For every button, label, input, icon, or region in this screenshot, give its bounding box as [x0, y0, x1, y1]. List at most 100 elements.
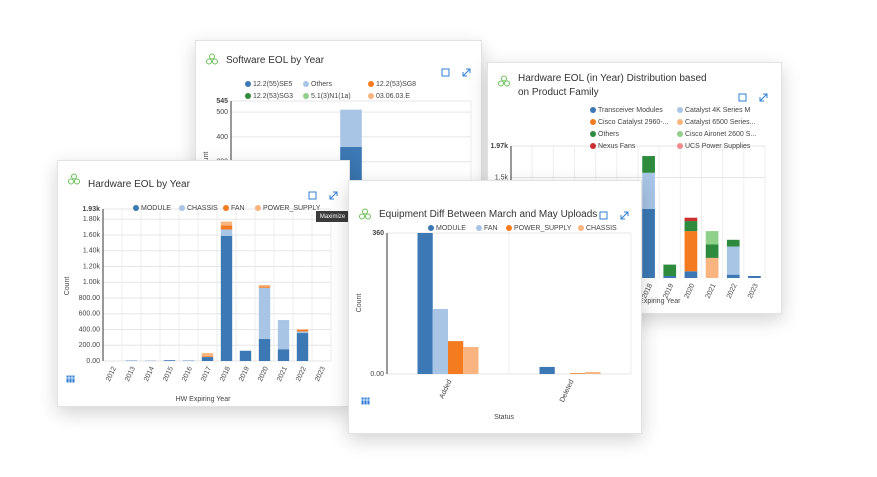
x-tick-label: 2015	[162, 366, 175, 383]
x-tick-label: Deleted	[559, 379, 576, 404]
bar-segment	[684, 271, 698, 278]
legend-swatch	[677, 119, 683, 125]
bar-segment	[239, 350, 252, 361]
legend-swatch	[179, 205, 185, 211]
card-title: Hardware EOL by Year	[88, 179, 190, 190]
bar-segment	[642, 156, 655, 173]
legend-swatch	[677, 107, 683, 113]
card-actions[interactable]	[738, 93, 774, 103]
x-tick-label: 2013	[124, 366, 137, 383]
widget-icon	[498, 75, 510, 87]
chart: 0.00 200.00 400.00 600.00 800.00 1.00k 1.20k 1.…	[64, 205, 349, 403]
y-tick-label: 200.00	[79, 342, 101, 349]
x-axis-title: HW Expiring Year	[626, 298, 682, 305]
y-tick-label: 800.00	[79, 295, 101, 302]
y-tick-label: 1.60k	[83, 232, 101, 239]
legend-swatch	[677, 131, 683, 137]
card-title: Software EOL by Year	[226, 55, 325, 66]
legend-swatch	[368, 81, 374, 87]
bar-segment	[684, 217, 698, 222]
legend-swatch	[303, 93, 309, 99]
legend-label: Cisco Aironet 2600 S...	[685, 131, 756, 138]
legend-swatch	[255, 205, 261, 211]
legend-label: 12.2(55)SE5	[253, 81, 292, 88]
legend-swatch	[476, 225, 482, 231]
bar-segment	[258, 285, 271, 287]
legend-label: MODULE	[141, 205, 171, 212]
legend-swatch	[590, 107, 596, 113]
x-axis-title: Status	[494, 414, 514, 421]
bar-segment	[748, 275, 761, 278]
tooltip-box	[316, 211, 349, 222]
widget-icon	[206, 53, 218, 65]
legend-swatch	[245, 93, 251, 99]
legend-swatch	[245, 81, 251, 87]
bar-segment	[220, 235, 233, 361]
legend-label: POWER_SUPPLY	[263, 205, 321, 212]
x-tick-label: 2014	[143, 366, 156, 383]
hw-eol-card: 0.00 200.00 400.00 600.00 800.00 1.00k 1.20k 1.…	[57, 160, 350, 407]
bar-segment	[201, 357, 214, 361]
legend-swatch	[223, 205, 229, 211]
chart: 0.00 360 Added Deleted MODULE FAN POWER_SUPPLY…	[356, 225, 632, 421]
bar	[585, 372, 601, 374]
legend-swatch	[428, 225, 434, 231]
legend-swatch	[590, 119, 596, 125]
x-tick-label: 2012	[105, 366, 118, 383]
y-tick-label: 400	[216, 134, 228, 141]
x-tick-label: 2021	[705, 283, 718, 300]
bar-segment	[684, 231, 698, 272]
legend-label: Others	[598, 131, 620, 138]
card-actions[interactable]	[308, 191, 344, 201]
x-axis-title: HW Expiring Year	[176, 396, 232, 403]
x-tick-label: 2018	[219, 366, 232, 383]
bar-segment	[277, 320, 290, 350]
equipment-diff-card: 0.00 360 Added Deleted MODULE FAN POWER_SUPPLY…	[348, 180, 642, 434]
x-tick-label: 2017	[200, 366, 213, 383]
y-tick-label: 1.80k	[83, 216, 101, 223]
table-icon[interactable]	[361, 397, 370, 405]
bar-segment	[726, 274, 740, 278]
legend-swatch	[578, 225, 584, 231]
bar-segment	[258, 338, 271, 361]
legend-swatch	[677, 143, 683, 149]
bar-segment	[296, 333, 309, 361]
legend-swatch	[133, 205, 139, 211]
legend-label: FAN	[231, 205, 245, 212]
bar-segment	[705, 231, 719, 245]
bar-segment	[340, 109, 362, 147]
bar-segment	[705, 257, 719, 278]
card-actions[interactable]	[599, 211, 635, 221]
card-actions[interactable]	[441, 68, 477, 78]
legend-label: 12.2(53)SG8	[376, 81, 416, 88]
x-tick-label: 2022	[295, 366, 308, 383]
y-axis-title: Count	[356, 294, 363, 313]
y-tick-label: 600.00	[79, 311, 101, 318]
table-icon[interactable]	[66, 375, 75, 383]
bar-segment	[220, 225, 233, 230]
legend-swatch	[590, 131, 596, 137]
bar-segment	[201, 356, 214, 358]
bar-segment	[201, 353, 214, 357]
bar-segment	[642, 208, 655, 278]
bar-segment	[258, 287, 271, 339]
x-tick-label: 2023	[314, 366, 327, 383]
legend-swatch	[506, 225, 512, 231]
legend-swatch	[303, 81, 309, 87]
legend-label: Catalyst 6500 Series...	[685, 119, 755, 126]
bar-segment	[258, 286, 271, 288]
legend-swatch	[368, 93, 374, 99]
y-tick-label: 1.00k	[83, 279, 101, 286]
card-title: Equipment Diff Between March and May Upl…	[379, 209, 598, 220]
bar-segment	[726, 246, 740, 275]
legend-label: 12.2(53)SG3	[253, 93, 293, 100]
y-axis-title: Count	[64, 277, 71, 296]
bar-segment	[726, 239, 740, 247]
legend-label: FAN	[484, 225, 498, 232]
legend-swatch	[590, 143, 596, 149]
card-title: Hardware EOL (in Year) Distribution base…	[518, 73, 707, 98]
y-tick-label: 1.5k	[495, 174, 509, 181]
bar-segment	[220, 221, 233, 226]
bar	[417, 233, 433, 374]
